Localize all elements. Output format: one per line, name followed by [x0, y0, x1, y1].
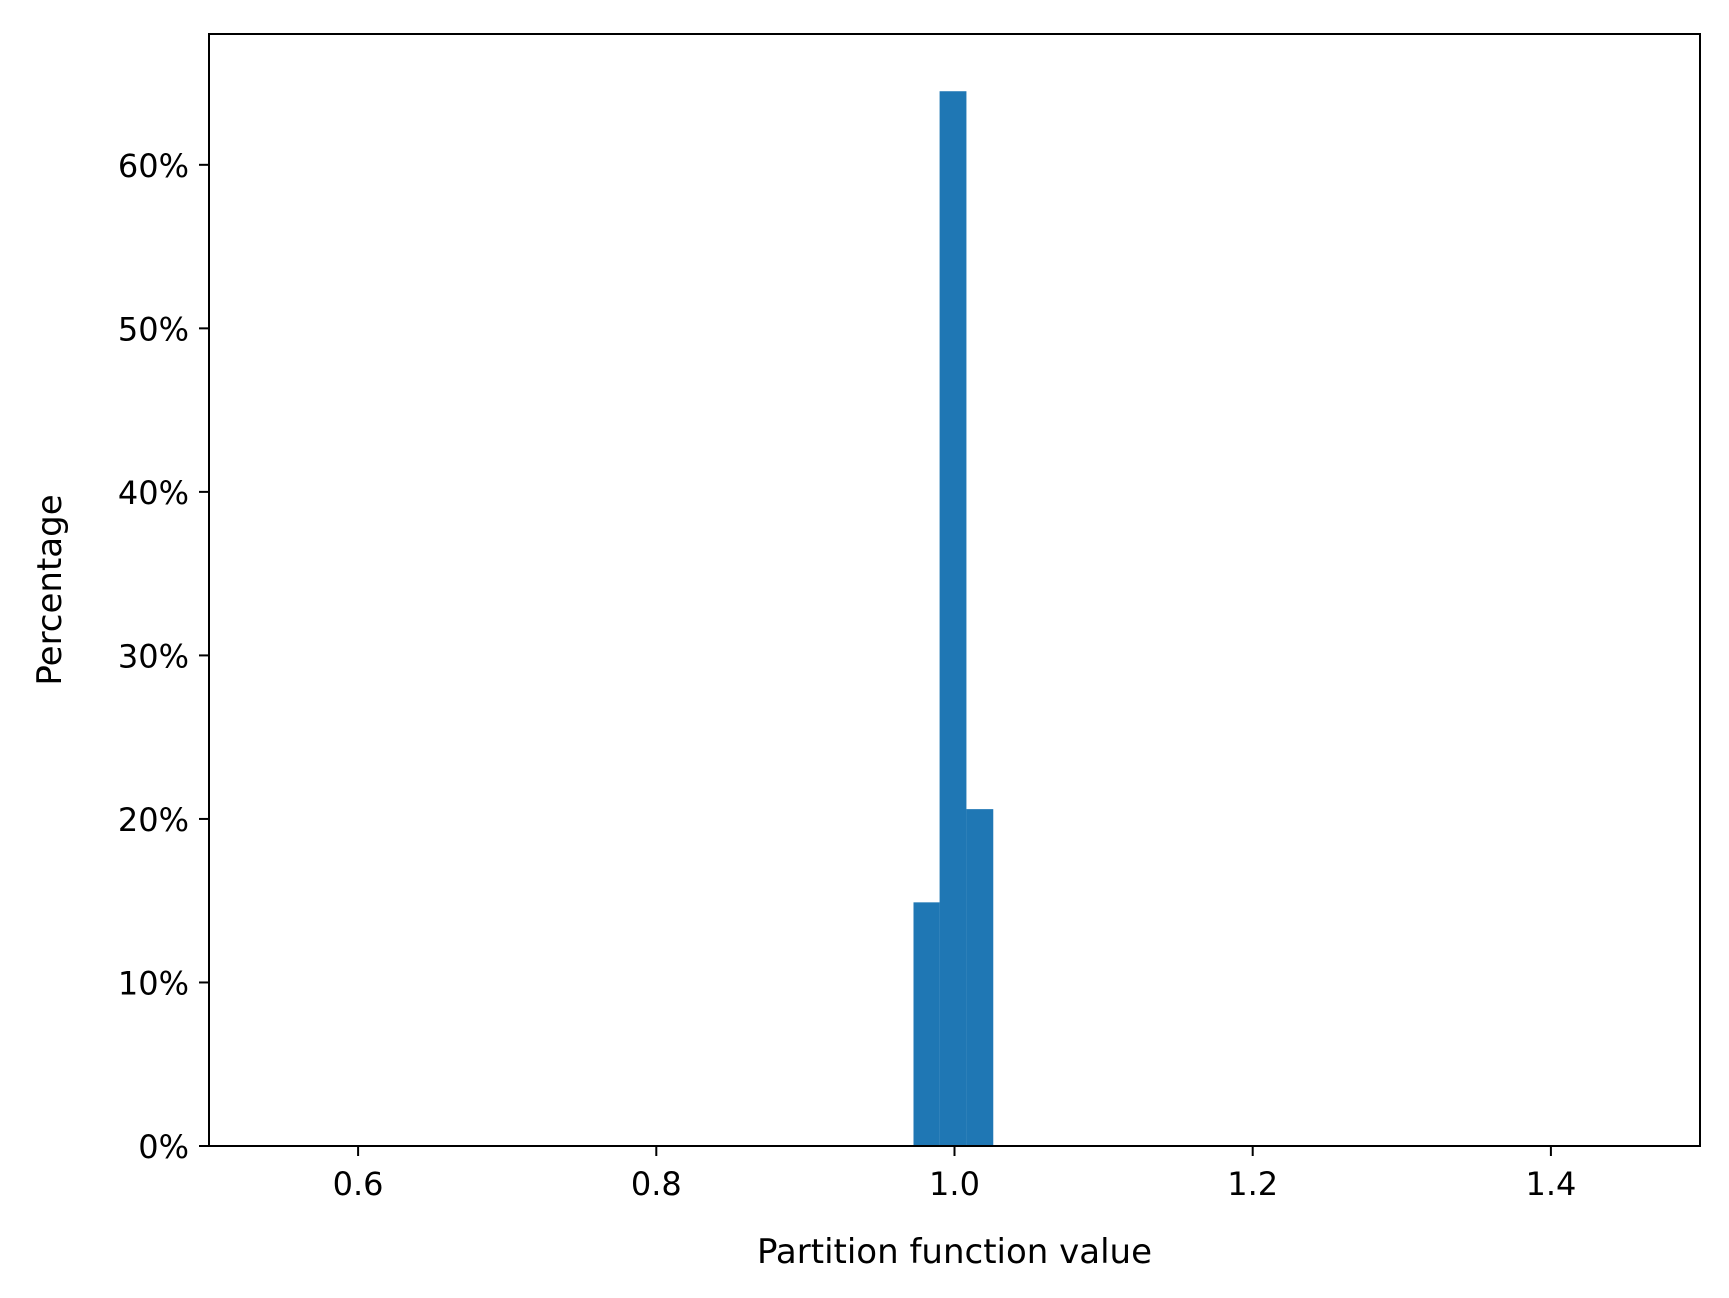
x-tick-label-1: 0.8	[631, 1165, 682, 1203]
y-tick-label-6: 60%	[118, 147, 189, 185]
y-tick-label-0: 0%	[138, 1128, 189, 1166]
histogram-bar-1	[939, 91, 967, 1146]
y-tick-label-2: 20%	[118, 801, 189, 839]
y-axis-ticks: 0% 10% 20% 30% 40% 50% 60%	[118, 147, 209, 1166]
x-axis-label: Partition function value	[757, 1232, 1152, 1272]
plot-frame	[208, 33, 1701, 1147]
x-tick-label-2: 1.0	[929, 1165, 980, 1203]
histogram-bars	[913, 91, 994, 1146]
x-tick-label-0: 0.6	[333, 1165, 384, 1203]
histogram-bar-2	[966, 809, 994, 1146]
x-tick-label-3: 1.2	[1227, 1165, 1278, 1203]
histogram-bar-0	[913, 902, 940, 1146]
y-tick-label-1: 10%	[118, 964, 189, 1002]
y-tick-label-5: 50%	[118, 310, 189, 348]
y-axis-label: Percentage	[30, 494, 70, 685]
x-axis-ticks: 0.6 0.8 1.0 1.2 1.4	[333, 1146, 1576, 1203]
y-tick-label-4: 40%	[118, 474, 189, 512]
y-tick-label-3: 30%	[118, 637, 189, 675]
x-tick-label-4: 1.4	[1525, 1165, 1576, 1203]
